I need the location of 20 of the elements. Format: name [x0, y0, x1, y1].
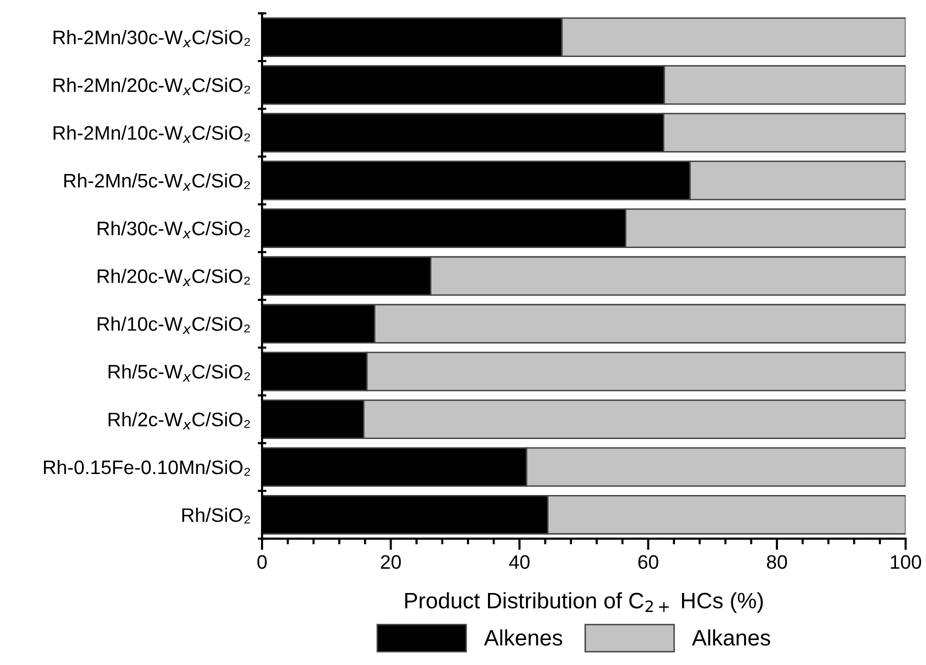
x-axis-title: Product Distribution of C$_{2+}$ HCs (%): [405, 592, 763, 613]
y-tick-label: Rh/2c-W$_{x}$C/SiO₂: [108, 412, 250, 430]
x-tick-label: 40: [509, 555, 530, 569]
y-tick-label: Rh/SiO₂: [182, 508, 250, 524]
x-tick-label: 60: [638, 555, 658, 569]
y-tick-label: Rh-0.15Fe-0.10Mn/SiO₂: [44, 460, 250, 476]
y-tick-label: Rh/5c-W$_{x}$C/SiO₂: [108, 364, 250, 382]
x-tick-label: 80: [766, 555, 787, 569]
y-tick-label: Rh-2Mn/20c-W$_{x}$C/SiO₂: [54, 78, 250, 96]
y-tick-label: Rh/20c-W$_{x}$C/SiO₂: [98, 268, 250, 286]
y-tick-label: Rh/30c-W$_{x}$C/SiO₂: [98, 221, 250, 238]
legend-label: Alkanes: [692, 629, 770, 646]
y-tick-label: Rh/10c-W$_{x}$C/SiO₂: [98, 316, 250, 334]
legend-label: Alkenes: [484, 629, 562, 646]
y-tick-label: Rh-2Mn/30c-W$_{x}$C/SiO₂: [54, 30, 250, 48]
x-tick-label: 20: [380, 555, 401, 569]
y-tick-label: Rh-2Mn/5c-W$_{x}$C/SiO₂: [64, 173, 250, 191]
x-tick-label: 0: [257, 555, 267, 569]
y-tick-label: Rh-2Mn/10c-W$_{x}$C/SiO₂: [54, 126, 250, 143]
x-tick-label: 100: [890, 555, 922, 569]
